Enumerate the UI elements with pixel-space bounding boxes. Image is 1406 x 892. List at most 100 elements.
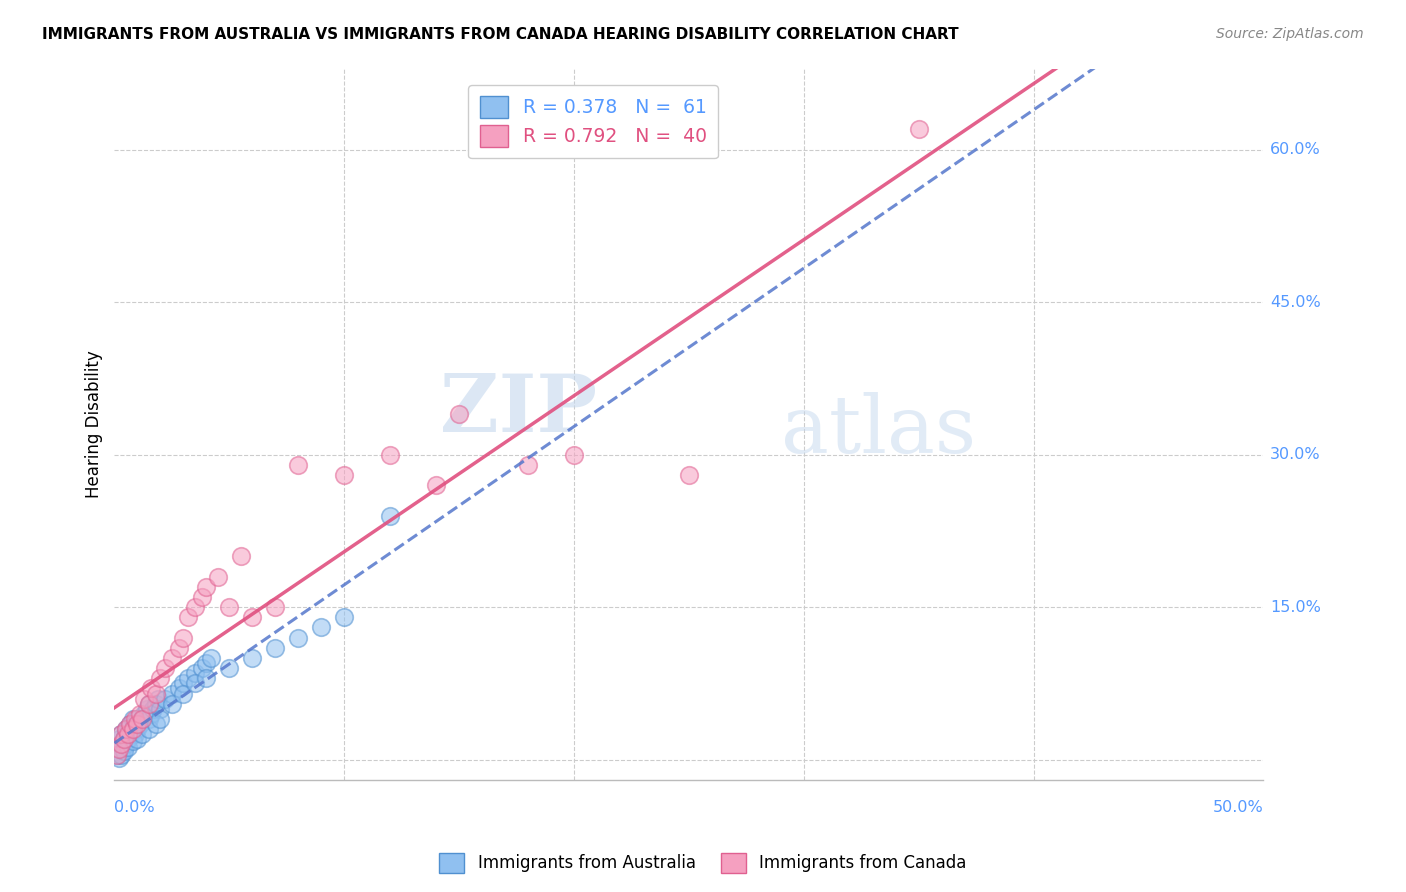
Text: Source: ZipAtlas.com: Source: ZipAtlas.com <box>1216 27 1364 41</box>
Point <box>309 620 332 634</box>
Point <box>135 702 157 716</box>
Point <box>149 702 172 716</box>
Point <box>112 732 135 747</box>
Point <box>121 712 143 726</box>
Text: 50.0%: 50.0% <box>1212 800 1263 815</box>
Point <box>562 448 585 462</box>
Point <box>425 478 447 492</box>
Point <box>264 600 287 615</box>
Point <box>240 610 263 624</box>
Point <box>172 687 194 701</box>
Point <box>127 712 149 726</box>
Point <box>160 697 183 711</box>
Point <box>142 702 165 716</box>
Text: 15.0%: 15.0% <box>1270 599 1322 615</box>
Point <box>105 747 128 762</box>
Point <box>149 712 172 726</box>
Point <box>110 727 132 741</box>
Point <box>127 732 149 747</box>
Point <box>127 717 149 731</box>
Point <box>184 676 207 690</box>
Point <box>153 661 176 675</box>
Text: 30.0%: 30.0% <box>1270 447 1320 462</box>
Point <box>120 717 142 731</box>
Point <box>240 651 263 665</box>
Point <box>117 727 139 741</box>
Point <box>131 712 153 726</box>
Point <box>117 740 139 755</box>
Point <box>172 676 194 690</box>
Y-axis label: Hearing Disability: Hearing Disability <box>86 351 103 498</box>
Point <box>287 631 309 645</box>
Point <box>141 681 163 696</box>
Point <box>108 732 131 747</box>
Point <box>138 697 160 711</box>
Point <box>287 458 309 472</box>
Point <box>378 448 401 462</box>
Point <box>160 687 183 701</box>
Point <box>218 661 240 675</box>
Point <box>146 691 169 706</box>
Point <box>117 722 139 736</box>
Point <box>115 727 138 741</box>
Point <box>160 651 183 665</box>
Legend: Immigrants from Australia, Immigrants from Canada: Immigrants from Australia, Immigrants fr… <box>433 847 973 880</box>
Point <box>124 712 146 726</box>
Point <box>145 717 167 731</box>
Point <box>195 580 218 594</box>
Text: 60.0%: 60.0% <box>1270 143 1320 157</box>
Point <box>112 732 135 747</box>
Point <box>121 722 143 736</box>
Point <box>117 732 139 747</box>
Point <box>112 742 135 756</box>
Point <box>121 722 143 736</box>
Point <box>110 727 132 741</box>
Point <box>115 737 138 751</box>
Point <box>131 727 153 741</box>
Legend: R = 0.378   N =  61, R = 0.792   N =  40: R = 0.378 N = 61, R = 0.792 N = 40 <box>468 85 718 158</box>
Point <box>110 737 132 751</box>
Point <box>907 122 929 136</box>
Point <box>134 706 156 721</box>
Point <box>190 590 212 604</box>
Point <box>229 549 252 564</box>
Point <box>517 458 540 472</box>
Point <box>333 610 356 624</box>
Point <box>184 666 207 681</box>
Point <box>149 671 172 685</box>
Text: 0.0%: 0.0% <box>114 800 155 815</box>
Point <box>110 747 132 762</box>
Point <box>108 742 131 756</box>
Point <box>128 717 150 731</box>
Point <box>120 717 142 731</box>
Point <box>378 508 401 523</box>
Point <box>138 722 160 736</box>
Point <box>105 747 128 762</box>
Point <box>177 671 200 685</box>
Point <box>207 569 229 583</box>
Point <box>172 631 194 645</box>
Text: ZIP: ZIP <box>440 371 598 449</box>
Point <box>138 697 160 711</box>
Point <box>108 750 131 764</box>
Point <box>195 671 218 685</box>
Text: IMMIGRANTS FROM AUSTRALIA VS IMMIGRANTS FROM CANADA HEARING DISABILITY CORRELATI: IMMIGRANTS FROM AUSTRALIA VS IMMIGRANTS … <box>42 27 959 42</box>
Point <box>131 712 153 726</box>
Point <box>124 727 146 741</box>
Point <box>153 691 176 706</box>
Point <box>167 640 190 655</box>
Point <box>127 722 149 736</box>
Text: atlas: atlas <box>780 392 976 470</box>
Point <box>112 744 135 758</box>
Point <box>678 468 700 483</box>
Point <box>167 681 190 696</box>
Point <box>264 640 287 655</box>
Point <box>449 407 471 421</box>
Point <box>121 734 143 748</box>
Point <box>141 706 163 721</box>
Point <box>124 717 146 731</box>
Point <box>110 737 132 751</box>
Point <box>115 722 138 736</box>
Point <box>184 600 207 615</box>
Point <box>120 727 142 741</box>
